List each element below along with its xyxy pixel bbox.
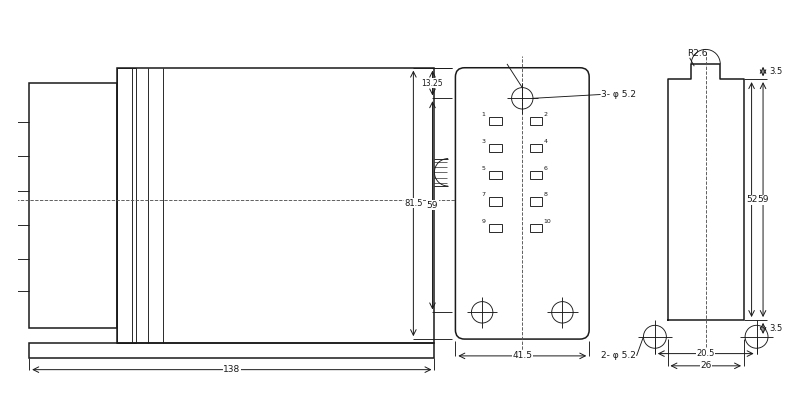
- Text: 26: 26: [700, 361, 711, 370]
- Text: 138: 138: [223, 365, 241, 374]
- FancyBboxPatch shape: [455, 68, 589, 339]
- Bar: [530, 197, 542, 206]
- Text: 59: 59: [426, 201, 438, 210]
- Bar: [490, 117, 502, 125]
- Text: 2- φ 5.2: 2- φ 5.2: [601, 351, 636, 360]
- Bar: [118, 68, 136, 343]
- Text: 13.25: 13.25: [422, 79, 443, 87]
- Text: 4: 4: [544, 139, 548, 144]
- Text: 2: 2: [544, 112, 548, 117]
- Bar: [30, 83, 118, 328]
- Text: 20.5: 20.5: [697, 349, 715, 358]
- Text: 59: 59: [758, 195, 769, 204]
- Bar: [490, 144, 502, 152]
- Bar: [118, 68, 434, 343]
- Text: 8: 8: [544, 192, 547, 197]
- Bar: [30, 343, 434, 358]
- Bar: [490, 197, 502, 206]
- Text: 1: 1: [482, 112, 486, 117]
- Bar: [530, 117, 542, 125]
- Text: 3.5: 3.5: [769, 324, 782, 333]
- Text: R2.6: R2.6: [687, 49, 708, 58]
- Text: 7: 7: [482, 192, 486, 197]
- Text: 9: 9: [482, 219, 486, 224]
- Text: 81.5: 81.5: [404, 199, 422, 208]
- Bar: [490, 224, 502, 233]
- Text: 3- φ 5.2: 3- φ 5.2: [601, 90, 636, 99]
- Text: 41.5: 41.5: [512, 351, 532, 360]
- Text: 3.5: 3.5: [769, 67, 782, 76]
- Text: 10: 10: [544, 219, 551, 224]
- Bar: [530, 170, 542, 179]
- Text: 3: 3: [482, 139, 486, 144]
- Text: 6: 6: [544, 166, 547, 170]
- Text: 52: 52: [746, 195, 758, 204]
- Text: 5: 5: [482, 166, 486, 170]
- Bar: [530, 224, 542, 233]
- Bar: [490, 170, 502, 179]
- Bar: [530, 144, 542, 152]
